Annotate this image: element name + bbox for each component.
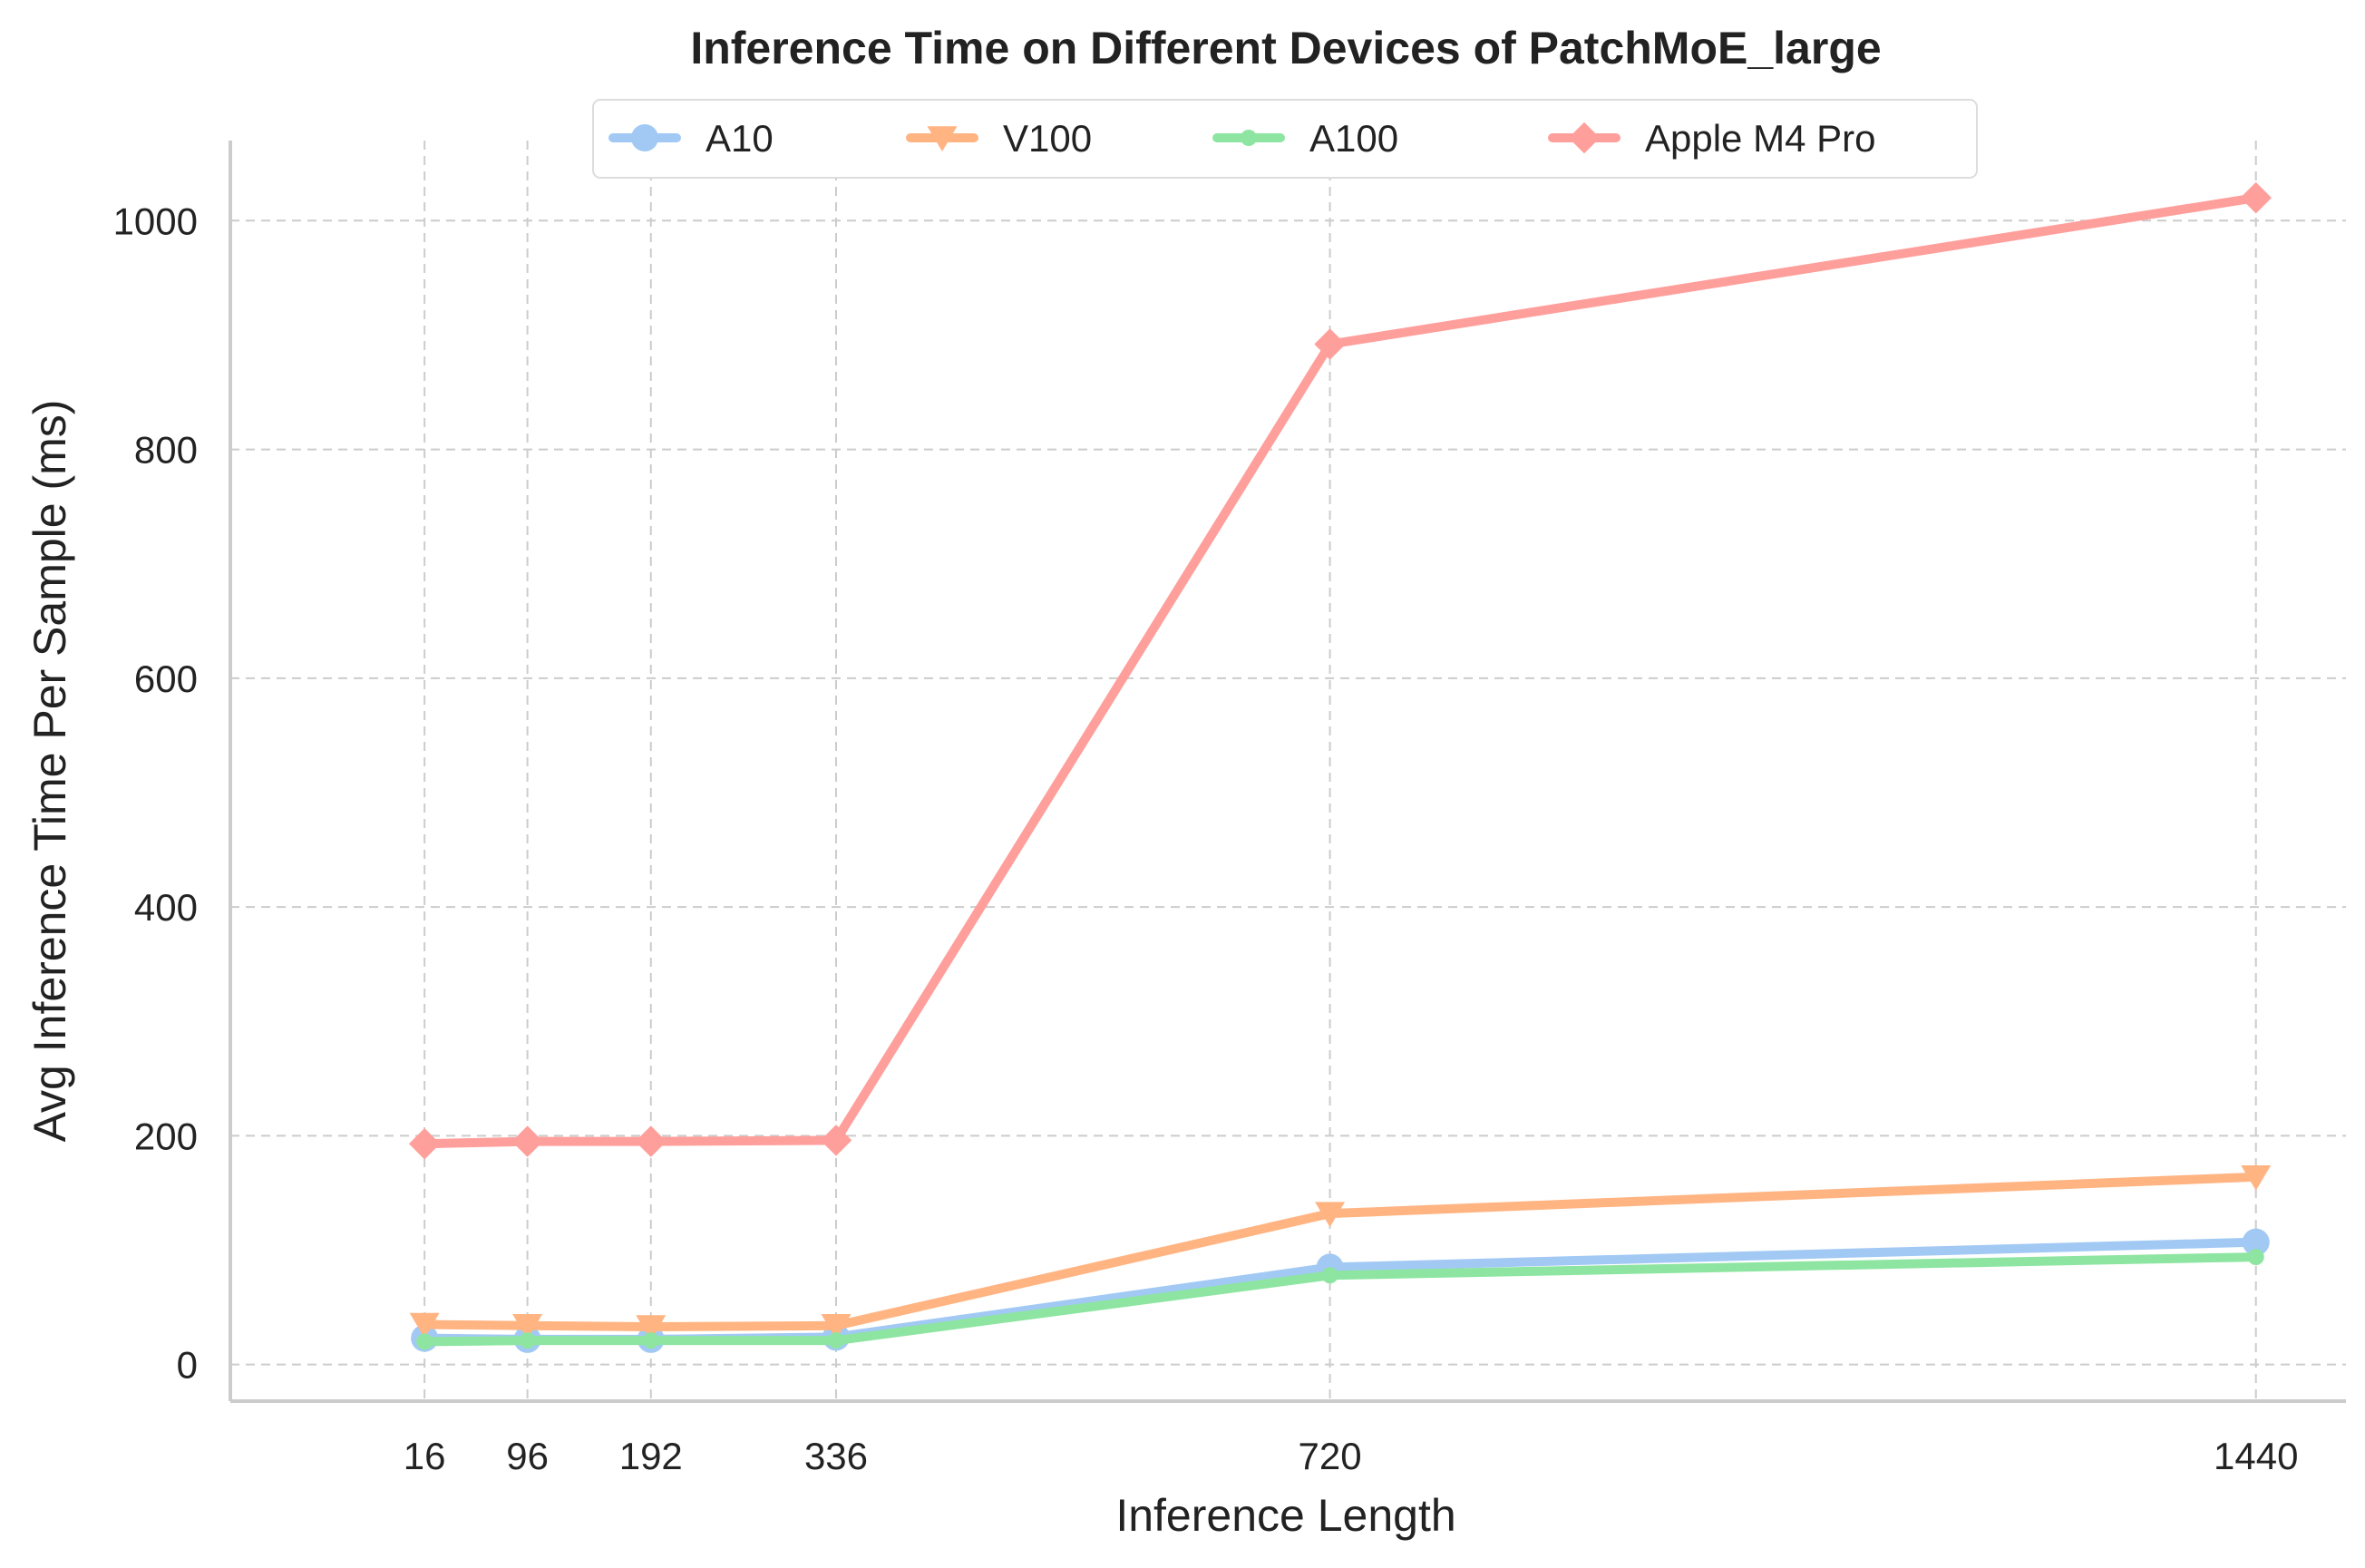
data-point xyxy=(1315,1202,1346,1228)
legend-marker xyxy=(1568,122,1601,154)
legend-marker xyxy=(1241,130,1257,146)
data-point xyxy=(820,1125,852,1156)
legend-entry: A100 xyxy=(1212,117,1398,160)
series-v100 xyxy=(409,1165,2272,1341)
data-point xyxy=(2240,181,2272,214)
data-point xyxy=(2242,1228,2270,1256)
y-axis-label: Avg Inference Time Per Sample (ms) xyxy=(24,400,75,1143)
data-point xyxy=(519,1332,536,1349)
data-point xyxy=(416,1333,433,1350)
data-point xyxy=(821,1314,852,1339)
series-group xyxy=(408,181,2272,1353)
x-tick-label: 1440 xyxy=(2214,1435,2298,1477)
y-tick-label: 600 xyxy=(134,657,198,700)
y-tick-label: 0 xyxy=(177,1344,198,1387)
x-tick-label: 192 xyxy=(619,1435,683,1477)
series-a10 xyxy=(411,1228,2270,1353)
series-apple-m4-pro xyxy=(408,181,2272,1160)
data-point xyxy=(642,1332,659,1349)
legend-label: A10 xyxy=(706,117,774,160)
data-point xyxy=(2241,1165,2272,1191)
y-tick-label: 200 xyxy=(134,1115,198,1157)
data-point xyxy=(512,1314,543,1339)
legend-entry: Apple M4 Pro xyxy=(1548,117,1875,160)
data-point xyxy=(635,1125,667,1157)
data-point xyxy=(2247,1249,2264,1266)
data-point xyxy=(636,1315,667,1341)
series-line xyxy=(420,193,2261,1149)
x-tick-label: 336 xyxy=(804,1435,868,1477)
data-point xyxy=(1321,1267,1338,1284)
legend-label: V100 xyxy=(1003,117,1092,160)
tick-labels: 16 96 192 336 720 1440 0 200 400 600 800 1000 xyxy=(113,200,2299,1477)
data-point xyxy=(408,1127,441,1160)
legend-marker xyxy=(631,124,658,151)
data-point xyxy=(827,1332,844,1349)
x-tick-label: 16 xyxy=(404,1435,446,1477)
data-point xyxy=(511,1125,543,1157)
data-point xyxy=(409,1312,440,1339)
legend-frame xyxy=(592,99,1978,179)
legend-marker xyxy=(927,126,958,151)
series-line xyxy=(420,1172,2261,1332)
legend-entry: A10 xyxy=(608,117,774,160)
grid xyxy=(230,141,2346,1401)
x-tick-label: 96 xyxy=(506,1435,549,1477)
y-tick-label: 400 xyxy=(134,886,198,929)
chart-title: Inference Time on Different Devices of P… xyxy=(690,23,1881,73)
legend-entry: V100 xyxy=(906,117,1092,160)
data-point xyxy=(1314,328,1346,360)
y-tick-label: 1000 xyxy=(113,200,198,242)
x-axis-label: Inference Length xyxy=(1115,1490,1455,1541)
y-tick-label: 800 xyxy=(134,429,198,472)
legend: A10 V100 A100 Apple M4 Pro xyxy=(592,99,1978,179)
x-tick-label: 720 xyxy=(1299,1435,1362,1477)
legend-label: Apple M4 Pro xyxy=(1645,117,1875,160)
series-line xyxy=(420,1252,2261,1347)
legend-label: A100 xyxy=(1309,117,1398,160)
series-a100 xyxy=(416,1249,2264,1350)
